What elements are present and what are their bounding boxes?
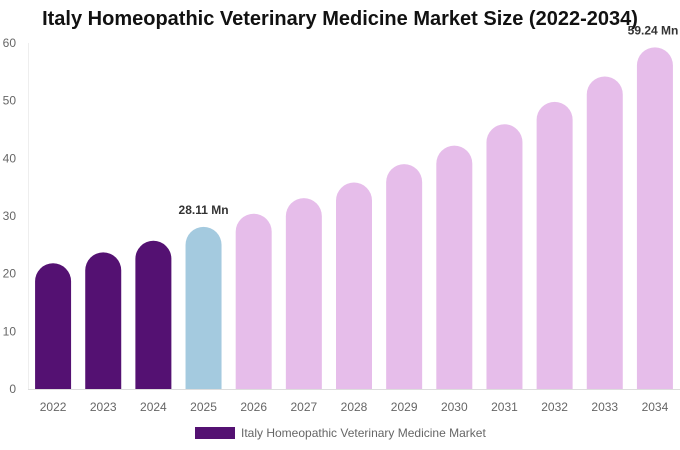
x-tick-label: 2034 xyxy=(642,400,669,414)
legend-label: Italy Homeopathic Veterinary Medicine Ma… xyxy=(241,426,486,440)
y-tick-label: 0 xyxy=(9,382,16,396)
y-tick-label: 50 xyxy=(3,94,17,108)
x-tick-label: 2031 xyxy=(491,400,518,414)
x-tick-label: 2026 xyxy=(240,400,267,414)
x-tick-label: 2032 xyxy=(541,400,568,414)
x-tick-label: 2025 xyxy=(190,400,217,414)
bar-2030 xyxy=(436,145,473,389)
y-tick-label: 40 xyxy=(3,151,17,165)
bar-2031 xyxy=(486,124,523,390)
bar-2033 xyxy=(586,76,623,390)
x-tick-label: 2033 xyxy=(591,400,618,414)
bar-2034 xyxy=(636,47,673,390)
bar-2025 xyxy=(185,226,222,389)
x-tick-label: 2028 xyxy=(341,400,368,414)
bar-2023 xyxy=(85,252,122,389)
y-tick-label: 60 xyxy=(3,36,17,50)
bar-2032 xyxy=(536,101,573,389)
x-tick-label: 2024 xyxy=(140,400,167,414)
x-tick-label: 2027 xyxy=(290,400,317,414)
bar-2026 xyxy=(235,213,272,389)
data-label-2034: 59.24 Mn xyxy=(628,23,679,37)
y-tick-label: 30 xyxy=(3,209,17,223)
legend: Italy Homeopathic Veterinary Medicine Ma… xyxy=(195,425,486,441)
x-tick-label: 2030 xyxy=(441,400,468,414)
data-label-2025: 28.11 Mn xyxy=(179,203,229,217)
chart-title: Italy Homeopathic Veterinary Medicine Ma… xyxy=(42,8,638,30)
x-tick-label: 2022 xyxy=(40,400,67,414)
y-tick-label: 20 xyxy=(3,267,17,281)
bar-2029 xyxy=(386,164,423,389)
y-tick-label: 10 xyxy=(3,324,17,338)
bar-2027 xyxy=(285,198,322,389)
x-tick-label: 2029 xyxy=(391,400,418,414)
bar-2022 xyxy=(35,263,72,389)
bar-2028 xyxy=(336,182,372,389)
bar-2024 xyxy=(135,240,172,389)
legend-swatch xyxy=(195,427,235,439)
x-tick-label: 2023 xyxy=(90,400,117,414)
